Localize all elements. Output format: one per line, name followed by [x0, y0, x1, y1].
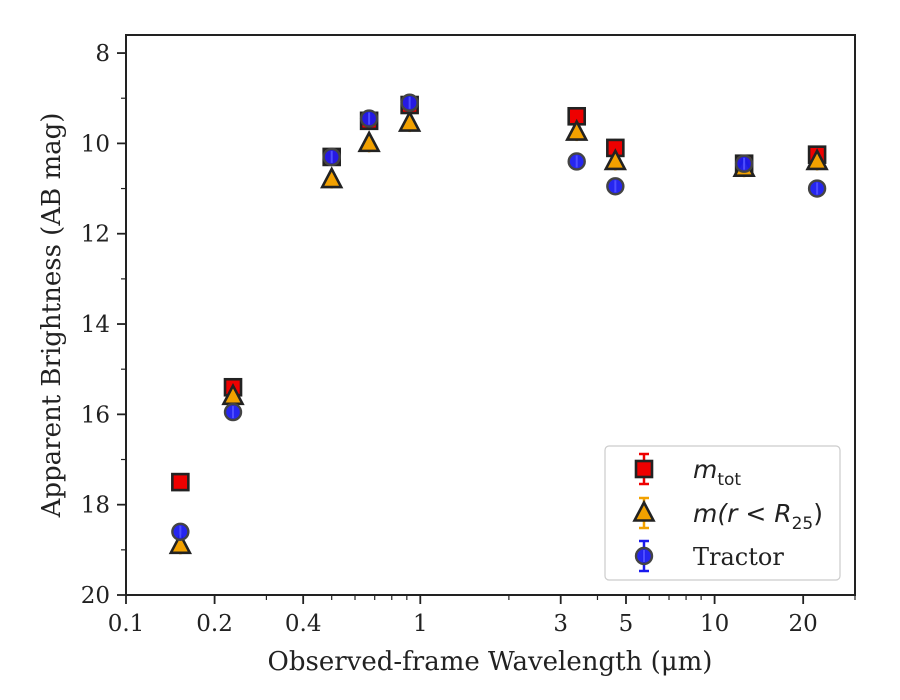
data-point: [223, 402, 243, 422]
y-tick-label: 20: [81, 583, 110, 609]
x-tick-label: 1: [413, 611, 428, 637]
x-tick-label: 0.1: [108, 611, 145, 637]
triangle-marker: [168, 532, 193, 555]
triangle-marker: [565, 118, 589, 141]
data-point: [603, 148, 627, 171]
triangle-marker: [805, 148, 829, 171]
data-point: [606, 177, 625, 196]
triangle-marker: [603, 148, 627, 171]
x-tick-label: 10: [700, 611, 729, 637]
data-point: [807, 179, 827, 198]
data-point: [397, 109, 422, 133]
legend-symbol: [632, 499, 656, 522]
x-tick-label: 0.2: [196, 611, 233, 637]
data-point: [357, 130, 381, 153]
y-tick-label: 14: [81, 312, 110, 338]
legend-marker: [634, 452, 654, 486]
data-point: [171, 472, 190, 492]
triangle-marker: [357, 130, 381, 153]
triangle-marker: [320, 166, 344, 189]
data-point: [565, 118, 589, 142]
y-tick-label: 10: [81, 131, 110, 157]
legend: mtot m(r < R25) Tractor: [604, 445, 841, 581]
legend-symbol: [634, 546, 654, 566]
data-point: [171, 522, 190, 541]
data-point: [359, 109, 379, 128]
x-axis-title: Observed-frame Wavelength (μm): [268, 647, 713, 677]
ticks-layer: 0.1 0.2 0.4 1 3 5 10 20 8 10 12 14 16 18 20: [81, 41, 856, 637]
x-tick-label: 5: [619, 611, 634, 637]
square-marker: [634, 459, 654, 479]
data-point: [322, 147, 341, 167]
triangle-marker: [397, 109, 422, 132]
triangle-marker: [632, 499, 656, 522]
x-tick-label: 3: [553, 611, 568, 637]
x-tick-label: 20: [789, 611, 818, 637]
plot-frame: [125, 34, 856, 596]
y-tick-label: 18: [81, 493, 110, 519]
legend-marker: [634, 539, 654, 573]
x-tick-label: 0.4: [285, 611, 322, 637]
legend-box: [604, 445, 841, 581]
data-point: [734, 154, 754, 173]
y-tick-label: 16: [81, 402, 110, 428]
data-point: [567, 152, 586, 171]
data-point: [320, 166, 344, 189]
y-tick-label: 8: [95, 41, 110, 67]
legend-entry-label: m(r < R25): [693, 499, 823, 534]
data-point: [805, 148, 829, 171]
points-layer: [168, 93, 829, 555]
legend-entry-label: mtot: [693, 455, 741, 490]
y-axis-title: Apparent Brightness (AB mag): [37, 113, 67, 519]
square-marker: [171, 472, 190, 492]
legend-entry-label: Tractor: [693, 543, 784, 571]
legend-marker: [632, 496, 656, 530]
y-tick-label: 12: [81, 222, 110, 248]
legend-symbol: [634, 459, 654, 479]
data-point: [400, 93, 419, 112]
